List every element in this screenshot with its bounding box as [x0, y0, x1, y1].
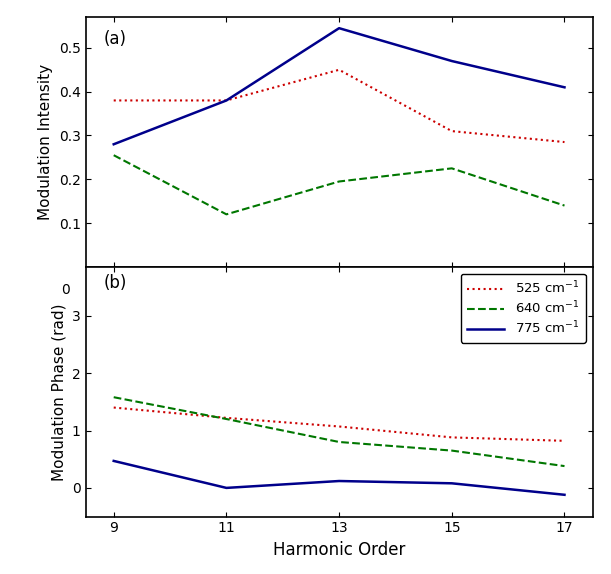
640 cm$^{-1}$ [561, 202, 568, 209]
Line: 525 cm$^{-1}$: 525 cm$^{-1}$ [114, 70, 565, 142]
640 cm$^{-1}$ [223, 211, 230, 218]
Line: 640 cm$^{-1}$: 640 cm$^{-1}$ [114, 397, 565, 466]
640 cm$^{-1}$ [561, 463, 568, 470]
Line: 525 cm$^{-1}$: 525 cm$^{-1}$ [114, 408, 565, 441]
525 cm$^{-1}$ [561, 437, 568, 444]
640 cm$^{-1}$ [110, 152, 117, 158]
775 cm$^{-1}$ [561, 84, 568, 91]
775 cm$^{-1}$ [223, 97, 230, 104]
775 cm$^{-1}$ [110, 457, 117, 464]
525 cm$^{-1}$ [110, 97, 117, 104]
640 cm$^{-1}$ [448, 447, 455, 454]
Legend: 525 cm$^{-1}$, 640 cm$^{-1}$, 775 cm$^{-1}$: 525 cm$^{-1}$, 640 cm$^{-1}$, 775 cm$^{-… [461, 273, 586, 343]
775 cm$^{-1}$ [448, 480, 455, 487]
Text: (a): (a) [103, 30, 126, 48]
525 cm$^{-1}$ [335, 67, 343, 73]
640 cm$^{-1}$ [223, 416, 230, 422]
640 cm$^{-1}$ [335, 178, 343, 185]
Line: 640 cm$^{-1}$: 640 cm$^{-1}$ [114, 155, 565, 214]
775 cm$^{-1}$ [110, 141, 117, 148]
Y-axis label: Modulation Phase (rad): Modulation Phase (rad) [51, 303, 66, 480]
525 cm$^{-1}$ [561, 139, 568, 146]
Text: (b): (b) [103, 274, 126, 292]
775 cm$^{-1}$ [448, 57, 455, 64]
775 cm$^{-1}$ [561, 491, 568, 498]
775 cm$^{-1}$ [335, 25, 343, 32]
Line: 775 cm$^{-1}$: 775 cm$^{-1}$ [114, 461, 565, 495]
775 cm$^{-1}$ [335, 478, 343, 484]
640 cm$^{-1}$ [110, 394, 117, 401]
X-axis label: Harmonic Order: Harmonic Order [273, 541, 405, 559]
Y-axis label: Modulation Intensity: Modulation Intensity [38, 64, 53, 220]
525 cm$^{-1}$ [223, 414, 230, 421]
525 cm$^{-1}$ [223, 97, 230, 104]
Line: 775 cm$^{-1}$: 775 cm$^{-1}$ [114, 28, 565, 144]
525 cm$^{-1}$ [335, 423, 343, 430]
Text: 0: 0 [62, 283, 70, 297]
640 cm$^{-1}$ [448, 165, 455, 172]
775 cm$^{-1}$ [223, 484, 230, 491]
525 cm$^{-1}$ [110, 404, 117, 411]
640 cm$^{-1}$ [335, 439, 343, 445]
525 cm$^{-1}$ [448, 434, 455, 441]
525 cm$^{-1}$ [448, 127, 455, 134]
